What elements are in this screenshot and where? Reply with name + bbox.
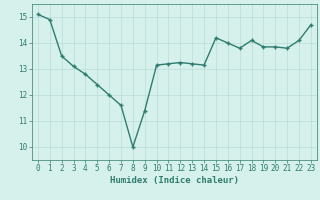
X-axis label: Humidex (Indice chaleur): Humidex (Indice chaleur) xyxy=(110,176,239,185)
